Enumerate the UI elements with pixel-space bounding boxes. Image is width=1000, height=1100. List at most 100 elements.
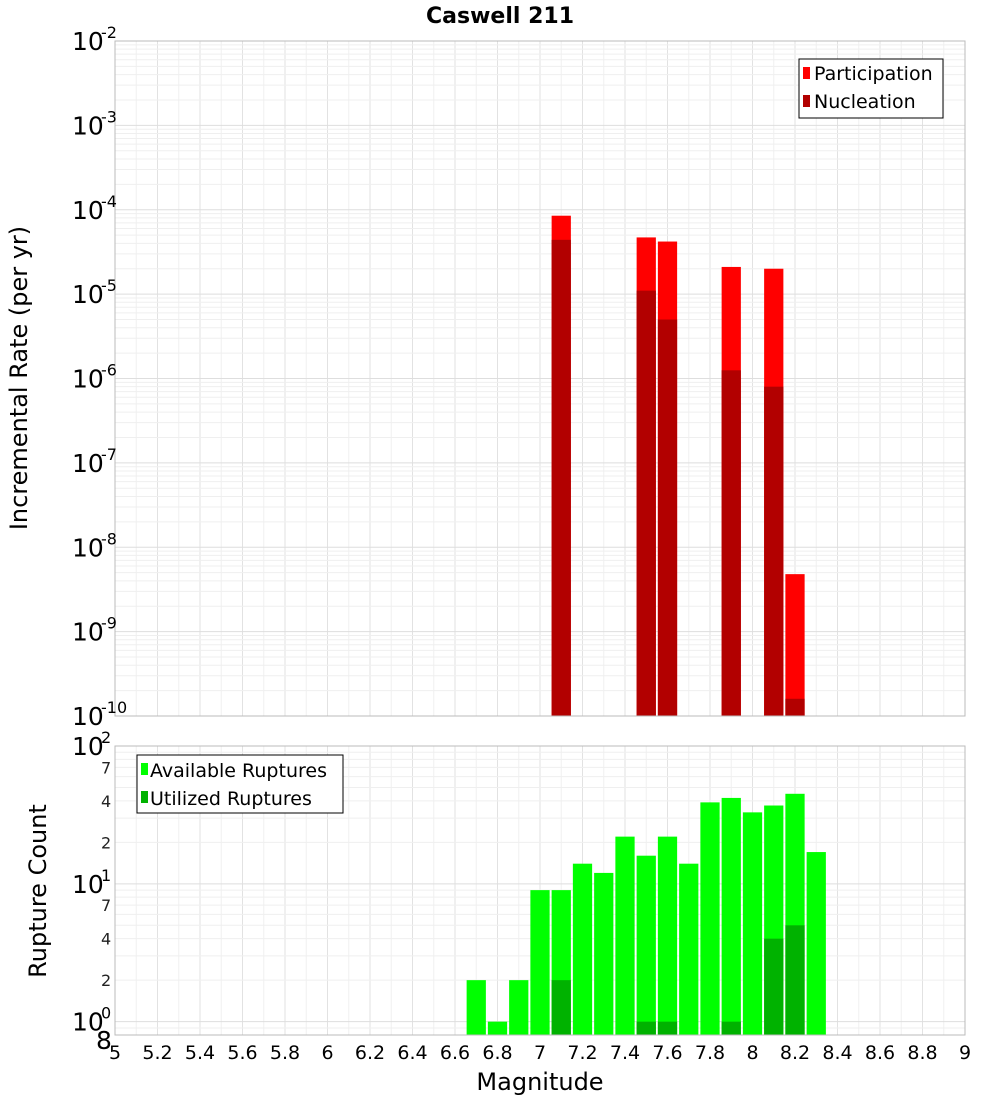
- x-tick-label: 8.4: [822, 1042, 852, 1064]
- x-tick-label: 5.2: [142, 1042, 172, 1064]
- x-tick-label: 7.8: [695, 1042, 725, 1064]
- tick-exponent: -7: [101, 445, 117, 464]
- tick-base: 10: [72, 111, 104, 140]
- x-tick-label: 7.4: [610, 1042, 640, 1064]
- tick-exponent: -4: [101, 192, 117, 211]
- count-bar-0-10: [679, 863, 699, 1035]
- rate-y-tick-label: 10-8: [72, 529, 117, 562]
- x-tick-label: 5: [109, 1042, 121, 1064]
- count-bar-0-7: [615, 836, 635, 1035]
- count-bar-0-3: [530, 890, 550, 1035]
- x-tick-label: 5.6: [227, 1042, 257, 1064]
- legend-label-participation: Participation: [814, 63, 933, 85]
- x-tick-label: 6.6: [440, 1042, 470, 1064]
- x-tick-label: 7.2: [567, 1042, 597, 1064]
- count-y-tick-label: 4: [101, 792, 111, 811]
- tick-exponent: -10: [101, 698, 127, 717]
- tick-exponent: -3: [101, 107, 117, 126]
- x-tick-label: 8.8: [907, 1042, 937, 1064]
- legend-label-utilized: Utilized Ruptures: [150, 788, 312, 810]
- x-tick-label: 8.2: [780, 1042, 810, 1064]
- x-tick-label: 5.4: [185, 1042, 215, 1064]
- rate-bar-1-2: [657, 319, 678, 716]
- count-bar-0-12: [721, 797, 741, 1035]
- x-tick-label: 6.8: [482, 1042, 512, 1064]
- count-bar-0-16: [806, 852, 826, 1035]
- count-y-tick-label: 100: [72, 1004, 111, 1037]
- tick-exponent: 2: [101, 728, 111, 747]
- rate-bar-1-0: [551, 239, 571, 716]
- legend-swatch-participation: [803, 67, 810, 79]
- rate-bar-1-3: [721, 370, 741, 716]
- count-bar-1-2: [657, 1021, 678, 1035]
- rate-bar-1-4: [764, 386, 784, 716]
- x-axis-label: Magnitude: [476, 1068, 603, 1096]
- tick-base: 10: [72, 1008, 104, 1037]
- count-plot-frame: [114, 745, 966, 1036]
- chart-title: Caswell 211: [426, 4, 574, 29]
- count-bar-0-8: [636, 855, 656, 1035]
- count-legend: Available Ruptures Utilized Ruptures: [136, 754, 344, 814]
- count-bar-0-9: [657, 836, 678, 1035]
- rate-y-tick-label: 10-7: [72, 445, 117, 478]
- tick-base: 10: [72, 732, 104, 761]
- tick-base: 10: [72, 365, 104, 394]
- rate-y-tick-label: 10-10: [72, 698, 127, 731]
- rate-legend-box: [798, 58, 944, 119]
- count-bar-1-5: [785, 925, 805, 1035]
- legend-swatch-nucleation: [803, 95, 810, 107]
- count-y-tick-label: 4: [101, 930, 111, 949]
- tick-exponent: 0: [101, 1004, 111, 1023]
- legend-swatch-available: [141, 763, 148, 775]
- count-y-tick-label: 101: [72, 866, 111, 899]
- count-y-tick-label: 7: [101, 758, 111, 777]
- rate-y-tick-label: 10-2: [72, 23, 117, 56]
- legend-swatch-utilized: [141, 791, 148, 803]
- tick-exponent: -5: [101, 276, 117, 295]
- rate-plot-frame: [114, 40, 966, 717]
- tick-base: 10: [72, 533, 104, 562]
- tick-base: 10: [72, 870, 104, 899]
- x-tick-label: 7.6: [652, 1042, 682, 1064]
- count-y-tick-label: 8: [96, 1026, 112, 1055]
- rate-plot-grid: [114, 41, 966, 717]
- x-tick-label: 6.2: [355, 1042, 385, 1064]
- count-y-axis-label: Rupture Count: [24, 804, 52, 978]
- count-bar-0-0: [466, 980, 486, 1035]
- rate-y-tick-label: 10-6: [72, 361, 117, 394]
- tick-base: 10: [72, 618, 104, 647]
- count-bar-1-3: [721, 1021, 741, 1035]
- legend-label-available: Available Ruptures: [150, 760, 327, 782]
- x-tick-label: 6: [321, 1042, 333, 1064]
- rate-y-tick-label: 10-3: [72, 107, 117, 140]
- count-y-tick-label: 2: [101, 971, 111, 990]
- tick-exponent: -6: [101, 361, 117, 380]
- rate-plot-bars: [551, 215, 805, 717]
- legend-label-nucleation: Nucleation: [814, 91, 916, 113]
- rate-bar-1-5: [785, 698, 805, 716]
- count-bar-1-0: [551, 980, 571, 1035]
- x-tick-label: 5.8: [270, 1042, 300, 1064]
- count-bar-0-1: [487, 1021, 508, 1035]
- rate-y-tick-label: 10-5: [72, 276, 117, 309]
- count-bar-0-5: [572, 863, 593, 1035]
- x-tick-label: 8: [746, 1042, 758, 1064]
- tick-base: 10: [72, 702, 104, 731]
- count-bar-0-13: [742, 812, 763, 1035]
- x-tick-label: 9: [959, 1042, 971, 1064]
- count-plot-bars: [466, 793, 826, 1035]
- rate-y-tick-label: 10-4: [72, 192, 117, 225]
- count-y-tick-label: 102: [72, 728, 111, 761]
- x-tick-label: 6.4: [397, 1042, 427, 1064]
- tick-exponent: -2: [101, 23, 117, 42]
- count-bar-0-11: [700, 802, 720, 1035]
- tick-base: 10: [72, 280, 104, 309]
- x-axis-ticks: 5 5.2 5.4 5.6 5.8 6 6.2 6.4 6.6 6.8 7 7.2 7.4 7.6 7.8 8…: [109, 1042, 971, 1064]
- count-bar-1-4: [764, 938, 784, 1035]
- rate-y-tick-label: 10-9: [72, 614, 117, 647]
